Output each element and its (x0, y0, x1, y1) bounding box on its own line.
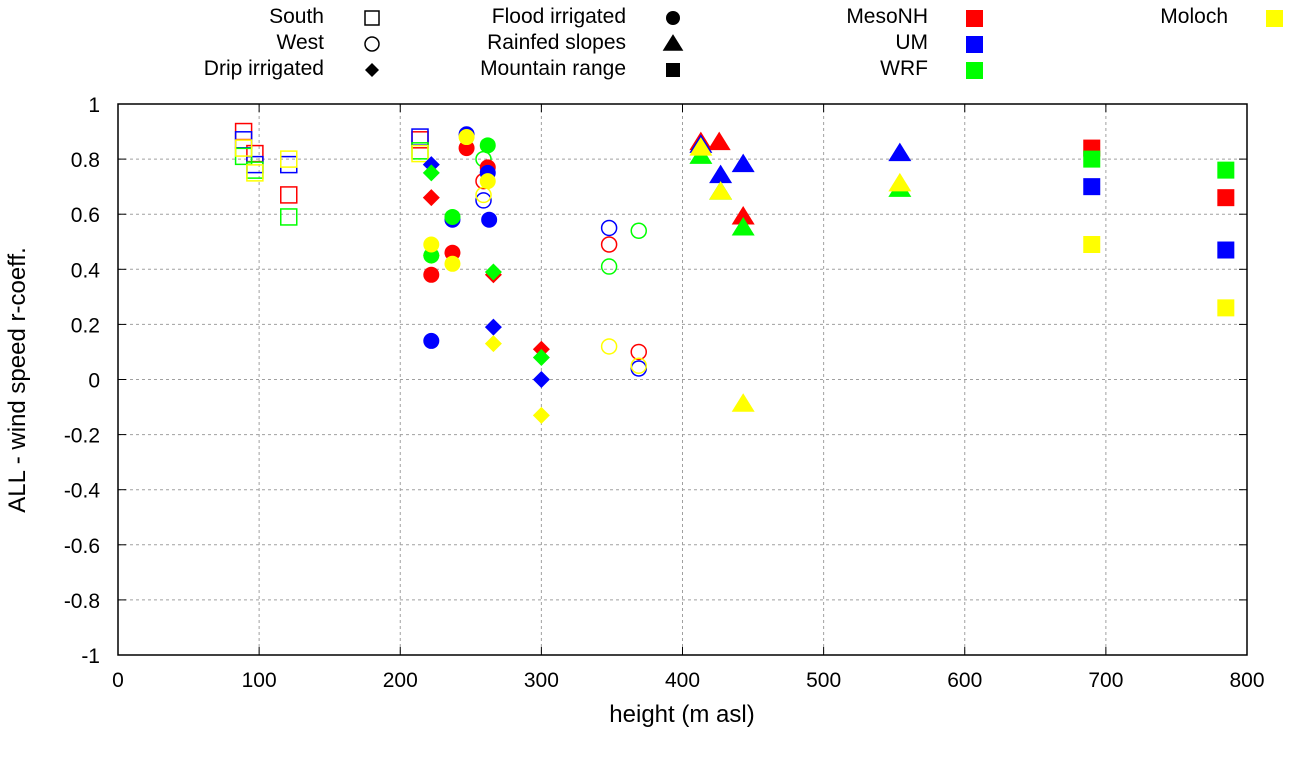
legend-marker-filled-circle (666, 11, 680, 25)
data-point (234, 139, 253, 157)
y-tick-label: -0.2 (64, 425, 100, 448)
legend-label-model: Moloch (1160, 5, 1228, 28)
legend-color-swatch (966, 36, 983, 53)
legend-label-model: MesoNH (846, 5, 928, 28)
x-tick-label: 100 (242, 669, 277, 692)
data-point (600, 258, 618, 275)
legend-marker-filled-triangle (662, 34, 684, 51)
y-tick-label: 0.2 (71, 314, 100, 337)
data-point (532, 371, 550, 388)
data-point (411, 144, 429, 163)
data-point (1083, 178, 1101, 196)
data-point (1217, 161, 1235, 179)
data-point (731, 393, 755, 412)
legend: South West Drip irrigated Flood irrigated Ra… (204, 5, 1283, 80)
data-point (246, 164, 264, 182)
data-point (600, 219, 618, 237)
legend-label-region: Mountain range (480, 57, 626, 80)
legend-label-region: Rainfed slopes (487, 31, 626, 54)
data-point (280, 186, 298, 204)
data-point (630, 222, 648, 239)
data-point (709, 164, 733, 184)
legend-label-region: South (269, 5, 324, 28)
legend-label-model: WRF (880, 57, 928, 80)
legend-marker-filled-diamond (365, 63, 379, 77)
y-tick-label: 0 (88, 370, 100, 393)
data-point (1083, 150, 1101, 168)
legend-color-swatch (966, 10, 983, 27)
data-point (731, 216, 755, 236)
x-tick-label: 200 (383, 669, 418, 692)
data-point (731, 205, 755, 225)
legend-label-region: Drip irrigated (204, 57, 324, 80)
data-point (1217, 299, 1235, 317)
data-point (422, 189, 440, 207)
data-point (532, 406, 550, 424)
data-point (484, 335, 502, 353)
data-point (475, 192, 492, 209)
data-point (423, 266, 440, 283)
data-point (630, 357, 648, 374)
data-point (532, 348, 550, 366)
data-point (689, 137, 713, 156)
y-tick-label: -1 (81, 645, 100, 668)
y-tick-label: -0.4 (64, 480, 101, 503)
data-point (707, 131, 731, 151)
legend-marker-open-square (364, 10, 380, 26)
data-point (422, 164, 440, 182)
data-point (709, 181, 733, 200)
x-tick-label: 300 (524, 669, 559, 692)
data-point (423, 247, 440, 264)
x-tick-label: 0 (112, 669, 124, 692)
x-axis-label: height (m asl) (609, 701, 754, 728)
data-point (1217, 241, 1235, 259)
legend-label-region: West (277, 31, 325, 54)
legend-label-region: Flood irrigated (492, 5, 626, 28)
x-tick-label: 700 (1088, 669, 1123, 692)
legend-marker-open-circle (364, 36, 380, 52)
legend-marker-filled-square (666, 63, 680, 77)
data-point (479, 137, 496, 154)
data-point (280, 208, 298, 226)
x-tick-label: 500 (806, 669, 841, 692)
grid (118, 104, 1247, 655)
data-point (888, 172, 912, 192)
data-point (600, 338, 618, 355)
y-axis-label: ALL - wind speed r-coeff. (4, 247, 31, 512)
x-tick-label: 400 (665, 669, 700, 692)
data-point (423, 332, 440, 349)
data-point (731, 153, 755, 173)
data-point (484, 263, 502, 281)
data-points (234, 122, 1235, 424)
data-point (280, 150, 298, 168)
y-tick-label: 1 (88, 94, 100, 117)
y-tick-label: -0.6 (64, 535, 100, 558)
data-point (630, 343, 648, 361)
data-point (444, 255, 461, 272)
data-point (444, 208, 461, 225)
legend-label-model: UM (895, 31, 928, 54)
y-tick-label: 0.8 (71, 149, 100, 172)
x-tick-label: 600 (947, 669, 982, 692)
y-tick-label: -0.8 (64, 590, 100, 613)
y-tick-label: 0.6 (71, 204, 100, 227)
data-point (1083, 236, 1101, 254)
axis-ticks: 0 100 200 300 400 500 600 700 80010.80.60.40.20-… (64, 94, 1265, 692)
data-point (444, 244, 461, 261)
data-point (479, 173, 496, 190)
data-point (423, 236, 440, 253)
x-tick-label: 800 (1229, 669, 1264, 692)
data-point (1217, 189, 1235, 207)
data-point (458, 140, 475, 157)
data-point (458, 129, 475, 146)
legend-color-swatch (1266, 10, 1283, 27)
data-point (484, 318, 502, 336)
data-point (888, 142, 912, 162)
data-point (600, 236, 618, 253)
legend-color-swatch (966, 62, 983, 79)
y-tick-label: 0.4 (71, 259, 101, 282)
data-point (481, 211, 498, 228)
